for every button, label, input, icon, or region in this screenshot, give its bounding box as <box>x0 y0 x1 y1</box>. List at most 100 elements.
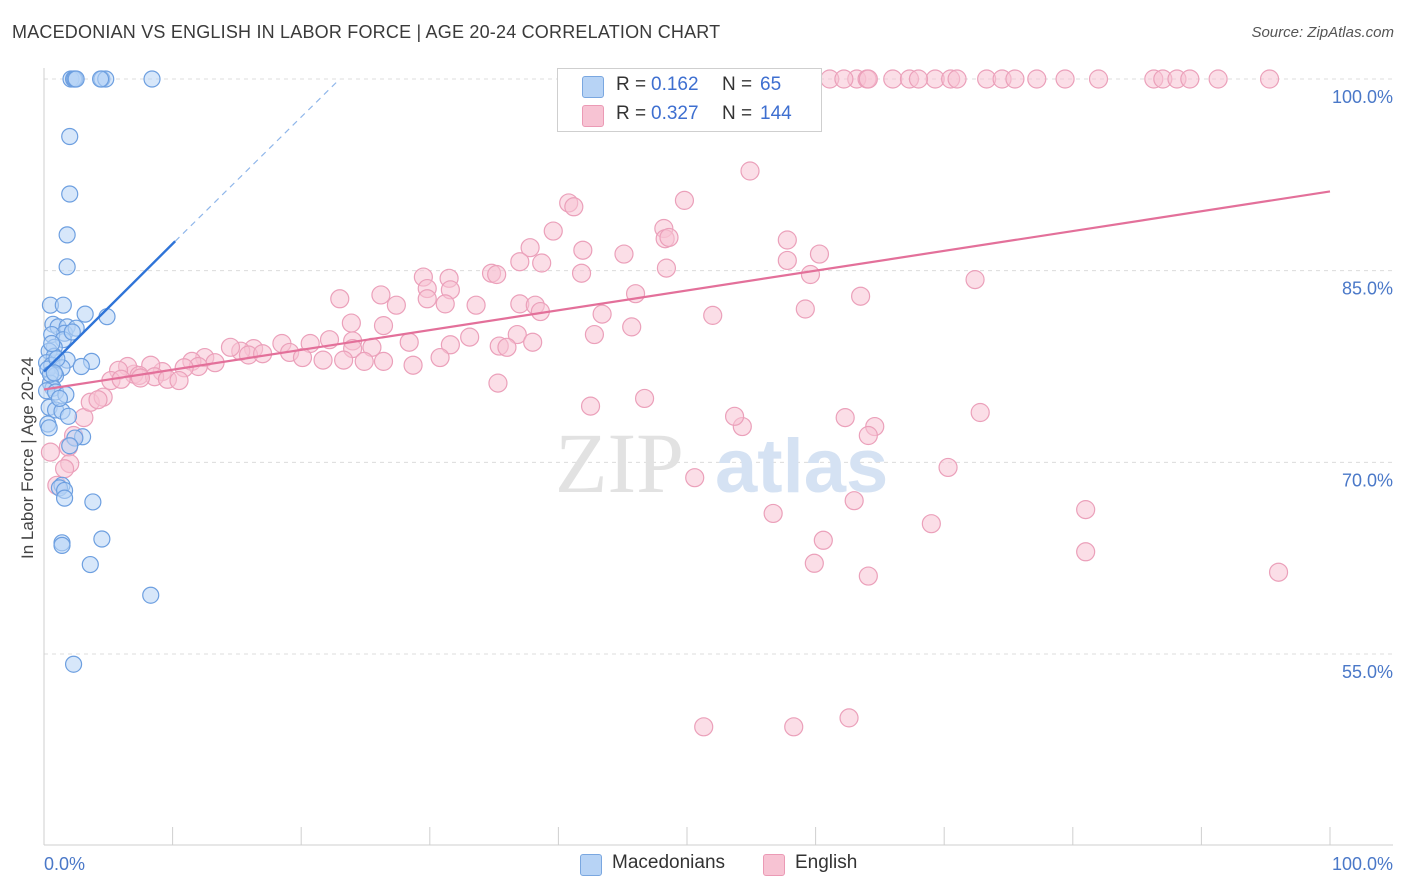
english-point <box>1088 69 1109 89</box>
english-point <box>520 238 540 258</box>
legend-swatch-pink <box>763 854 785 876</box>
source-note: Source: ZipAtlas.com <box>1251 24 1394 41</box>
english-point <box>883 69 903 89</box>
macedonian-point <box>58 258 76 276</box>
english-point <box>1268 562 1289 582</box>
english-point <box>784 717 804 737</box>
english-point <box>584 324 605 345</box>
legend-n-value: 144 <box>760 103 792 124</box>
english-point <box>703 305 723 325</box>
macedonian-point <box>50 389 69 408</box>
macedonian-point <box>54 296 72 314</box>
macedonian-trend-extension <box>174 78 341 242</box>
english-point <box>1005 69 1025 89</box>
macedonian-point <box>53 536 71 554</box>
macedonian-point <box>93 530 111 548</box>
english-point <box>813 530 833 550</box>
english-point <box>908 69 929 89</box>
macedonian-point <box>40 419 58 437</box>
english-point <box>220 337 241 357</box>
english-point <box>1027 69 1047 89</box>
macedonian-point <box>58 226 76 244</box>
legend-swatch-blue <box>582 76 604 98</box>
english-point <box>1076 500 1096 520</box>
english-point <box>844 491 864 511</box>
english-point <box>965 270 985 290</box>
english-point <box>592 304 612 324</box>
english-point <box>40 442 61 462</box>
macedonian-point <box>76 305 94 323</box>
english-point <box>510 252 530 272</box>
macedonian-point <box>81 555 99 574</box>
macedonian-trend-line <box>43 240 177 373</box>
english-point <box>834 69 854 89</box>
legend-swatch-blue <box>580 854 602 876</box>
english-point <box>88 390 108 410</box>
english-point <box>1076 542 1096 562</box>
english-point <box>430 347 450 368</box>
english-point <box>634 388 655 409</box>
english-point <box>809 244 830 264</box>
english-point <box>373 316 394 336</box>
macedonian-point <box>43 334 61 353</box>
english-point <box>835 408 855 428</box>
english-point <box>403 355 423 375</box>
english-point <box>564 197 584 217</box>
english-point <box>417 289 437 309</box>
legend-label: Macedonians <box>612 852 726 873</box>
legend-label: English <box>795 852 858 873</box>
english-point <box>330 289 350 309</box>
macedonian-point <box>72 357 90 376</box>
english-point <box>1208 69 1228 89</box>
english-point <box>313 350 333 370</box>
english-point <box>487 264 507 285</box>
macedonian-point <box>91 70 110 88</box>
english-point <box>685 468 705 488</box>
y-tick-label: 85.0% <box>1342 279 1393 299</box>
gridlines <box>44 78 1393 655</box>
english-point <box>777 230 797 250</box>
english-point <box>460 327 480 347</box>
macedonian-point <box>63 323 81 341</box>
macedonian-point <box>64 655 83 673</box>
english-point <box>488 373 508 393</box>
y-tick-label: 55.0% <box>1342 662 1393 682</box>
legend-r-label: R = <box>616 103 647 124</box>
english-point <box>858 69 878 89</box>
english-point <box>532 253 552 273</box>
legend-r-label: R = <box>616 74 647 95</box>
english-point <box>507 324 527 345</box>
trend-lines <box>43 78 1331 391</box>
macedonian-point <box>55 489 74 507</box>
english-point <box>523 332 543 352</box>
english-point <box>724 406 745 426</box>
english-point <box>1180 69 1200 89</box>
english-point <box>763 503 783 524</box>
english-point <box>1055 69 1075 89</box>
english-point <box>858 425 878 446</box>
english-point <box>386 295 406 315</box>
y-tick-labels: 55.0% 70.0% 85.0% 100.0% <box>1332 87 1393 682</box>
macedonian-point <box>61 437 79 455</box>
english-point <box>435 294 455 314</box>
english-point <box>851 286 871 306</box>
english-point <box>970 402 990 423</box>
x-tick-label-min: 0.0% <box>44 854 85 874</box>
english-point <box>253 344 273 364</box>
y-tick-label: 100.0% <box>1332 87 1393 107</box>
english-point <box>169 370 189 391</box>
english-point <box>341 313 361 333</box>
english-point <box>130 368 151 388</box>
english-point <box>777 250 797 271</box>
english-point <box>622 317 642 337</box>
correlation-legend: R = 0.162 N = 65 R = 0.327 N = 144 <box>557 68 822 132</box>
macedonian-point <box>45 364 63 382</box>
english-point <box>1259 69 1280 89</box>
macedonian-point <box>59 407 78 425</box>
english-point <box>795 299 815 319</box>
english-points <box>40 69 1289 737</box>
english-point <box>440 335 460 355</box>
legend-n-value: 65 <box>760 74 782 95</box>
english-point <box>466 295 486 315</box>
